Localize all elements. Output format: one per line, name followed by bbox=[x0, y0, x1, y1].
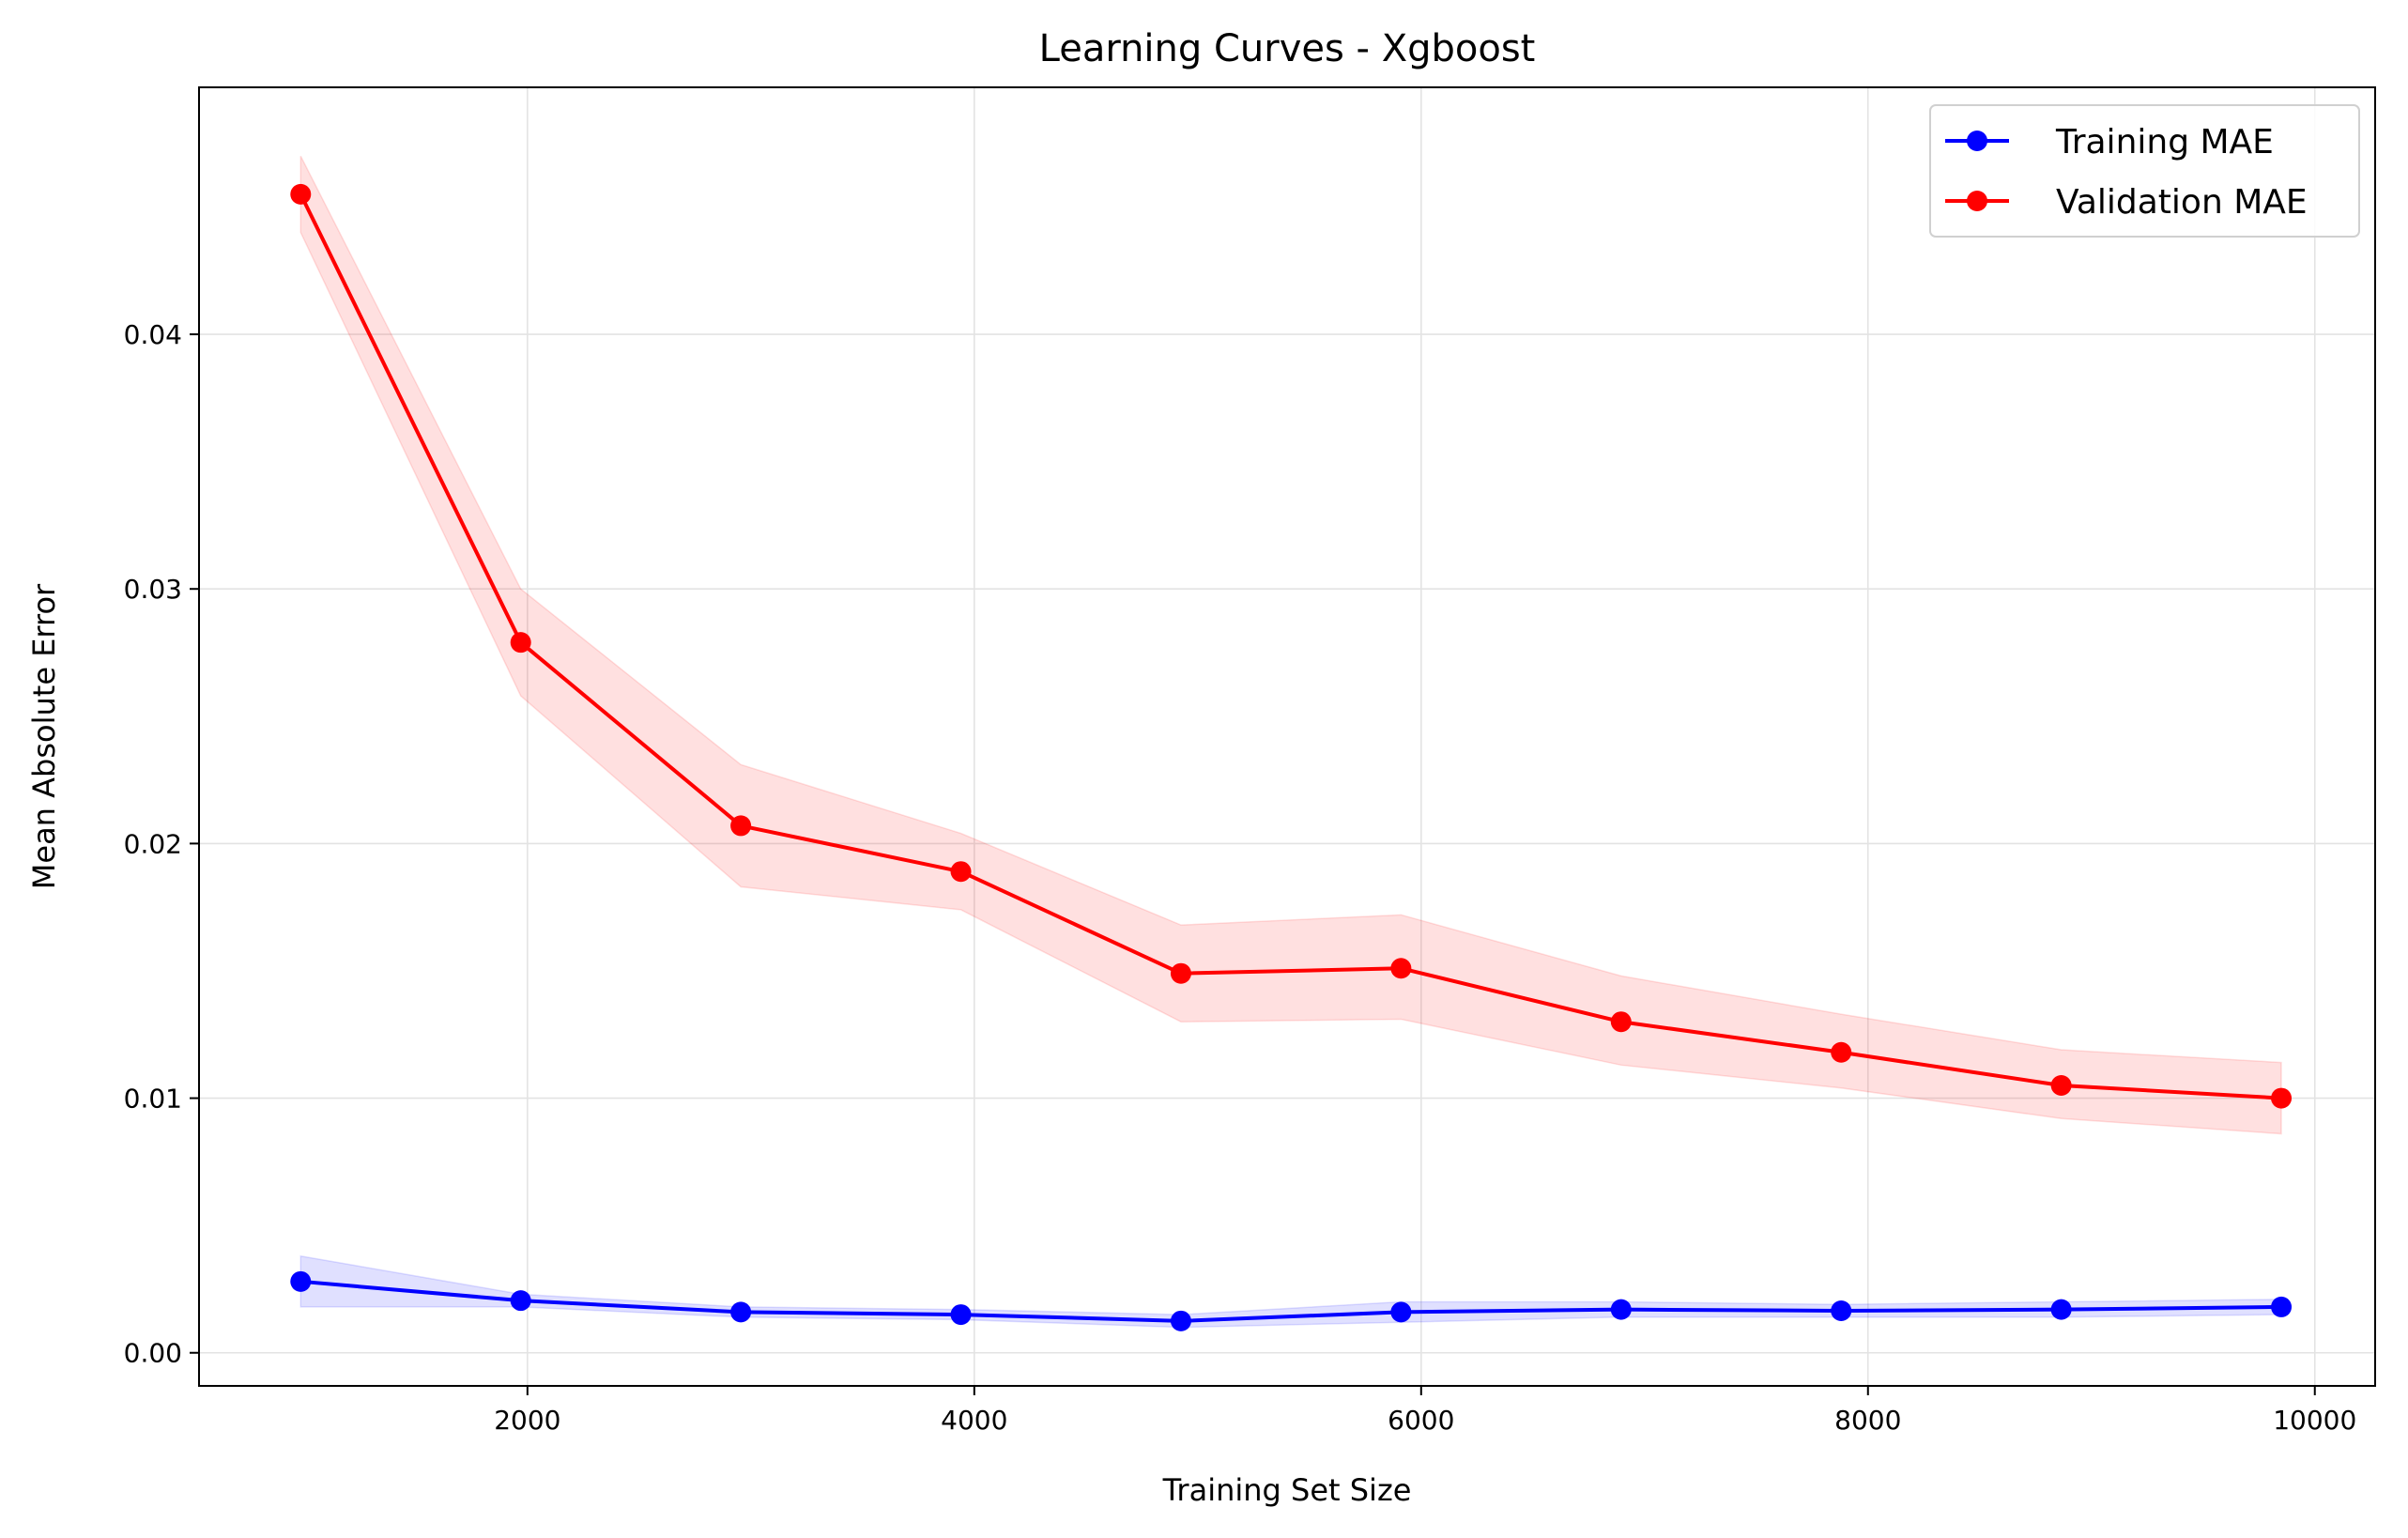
validation-mae-band bbox=[299, 155, 2282, 1135]
grid bbox=[199, 87, 2375, 1386]
y-tick-label: 0.01 bbox=[124, 1084, 182, 1115]
validation-mae-legend-marker bbox=[1967, 191, 1987, 211]
chart-title: Learning Curves - Xgboost bbox=[1039, 27, 1536, 70]
legend: Training MAE Validation MAE bbox=[1929, 104, 2360, 238]
training-mae-point bbox=[1610, 1299, 1632, 1320]
x-tick-label: 6000 bbox=[1388, 1405, 1454, 1436]
training-mae-point bbox=[290, 1270, 312, 1292]
training-mae-point bbox=[2050, 1299, 2072, 1320]
validation-mae-point bbox=[1831, 1041, 1852, 1063]
validation-mae-point bbox=[290, 183, 312, 205]
training-mae-point bbox=[510, 1290, 531, 1312]
validation-mae-point bbox=[1610, 1011, 1632, 1033]
x-tick-label: 4000 bbox=[941, 1405, 1007, 1436]
training-mae-line bbox=[300, 1279, 2282, 1323]
validation-mae-point bbox=[510, 632, 531, 654]
validation-mae-line bbox=[299, 193, 2282, 1100]
training-mae-point bbox=[1831, 1300, 1852, 1322]
y-tick-label: 0.02 bbox=[124, 828, 182, 859]
y-axis-title: Mean Absolute Error bbox=[26, 583, 62, 889]
plot-area-frame bbox=[198, 86, 2376, 1387]
training-mae-point bbox=[950, 1304, 972, 1326]
training-mae-legend-marker bbox=[1967, 131, 1987, 151]
axis-ticks: 2000 4000 6000 8000 10000 0.00 0.01 0.02 0.03 0.0… bbox=[124, 319, 2357, 1436]
legend-box bbox=[1929, 104, 2360, 238]
training-mae-point bbox=[1390, 1301, 1412, 1323]
validation-mae-point bbox=[2050, 1075, 2072, 1097]
x-tick-label: 2000 bbox=[494, 1405, 560, 1436]
training-mae-point bbox=[1170, 1310, 1191, 1331]
validation-mae-point bbox=[1170, 962, 1191, 984]
validation-mae-point bbox=[950, 861, 972, 883]
x-tick-label: 10000 bbox=[2273, 1405, 2356, 1436]
y-tick-label: 0.04 bbox=[124, 319, 182, 350]
validation-mae-point bbox=[2271, 1087, 2293, 1109]
training-mae-legend-label: Training MAE bbox=[2055, 123, 2274, 161]
y-tick-label: 0.00 bbox=[124, 1338, 182, 1369]
validation-mae-legend-label: Validation MAE bbox=[2056, 183, 2308, 222]
x-tick-label: 8000 bbox=[1834, 1405, 1901, 1436]
x-axis-title: Training Set Size bbox=[1162, 1472, 1412, 1508]
validation-mae-point bbox=[730, 815, 752, 837]
y-tick-label: 0.03 bbox=[124, 574, 182, 605]
training-mae-point bbox=[730, 1301, 752, 1323]
training-mae-point bbox=[2271, 1296, 2293, 1317]
series-points bbox=[290, 183, 2293, 1331]
validation-mae-point bbox=[1390, 958, 1412, 979]
series-lines bbox=[299, 193, 2282, 1323]
